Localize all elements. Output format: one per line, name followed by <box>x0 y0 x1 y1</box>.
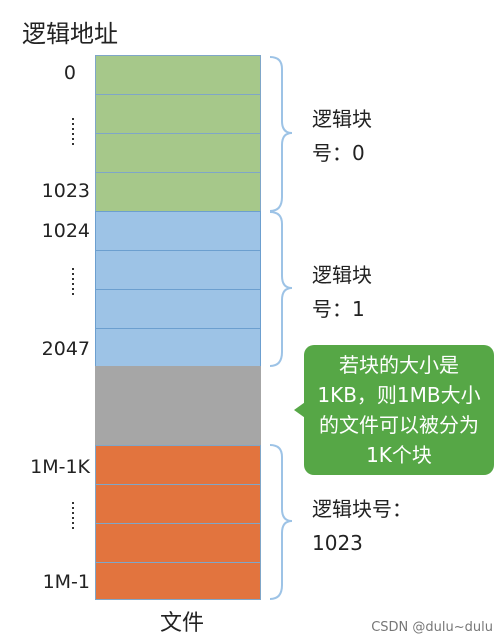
address-label-2047: 2047 <box>41 338 90 360</box>
group-label-0-line1: 逻辑块 <box>312 107 372 131</box>
block-1-3 <box>95 328 261 367</box>
group-label-1023-line2: 1023 <box>312 531 363 555</box>
address-label-0: 0 <box>63 62 76 84</box>
block-1023-0 <box>95 445 261 485</box>
logical-address-title: 逻辑地址 <box>22 20 118 48</box>
brace-group-0 <box>269 56 293 212</box>
vertical-ellipsis-1 <box>72 118 75 148</box>
block-0-3 <box>95 172 261 212</box>
brace-group-1 <box>269 211 293 367</box>
group-label-0-line2: 号：0 <box>312 141 365 165</box>
vertical-ellipsis-2 <box>72 268 75 298</box>
address-label-1m-1: 1M-1 <box>42 571 90 593</box>
address-label-1024: 1024 <box>41 220 90 242</box>
callout-text: 若块的大小是1KB，则1MB大小的文件可以被分为1K个块 <box>317 353 481 467</box>
block-0-2 <box>95 133 261 173</box>
block-0-0 <box>95 55 261 95</box>
file-block-column <box>95 55 263 600</box>
block-0-1 <box>95 94 261 134</box>
block-1023-2 <box>95 523 261 563</box>
group-label-1023: 逻辑块号： 1023 <box>312 492 412 560</box>
block-1-1 <box>95 250 261 290</box>
block-1-2 <box>95 289 261 329</box>
brace-group-1023 <box>269 444 293 600</box>
group-label-1-line1: 逻辑块 <box>312 263 372 287</box>
address-label-1023: 1023 <box>41 180 90 202</box>
group-label-0: 逻辑块 号：0 <box>312 102 372 170</box>
group-label-1023-line1: 逻辑块号： <box>312 497 412 521</box>
group-label-1: 逻辑块 号：1 <box>312 258 372 326</box>
block-1023-3 <box>95 562 261 600</box>
address-label-1m-1k: 1M-1K <box>30 456 90 478</box>
omitted-blocks-gap <box>95 366 261 446</box>
watermark: CSDN @dulu~dulu <box>371 620 493 635</box>
block-1-0 <box>95 211 261 251</box>
callout-bubble: 若块的大小是1KB，则1MB大小的文件可以被分为1K个块 <box>304 345 494 475</box>
vertical-ellipsis-3 <box>72 502 75 532</box>
file-caption: 文件 <box>160 611 205 636</box>
block-1023-1 <box>95 484 261 524</box>
group-label-1-line2: 号：1 <box>312 297 365 321</box>
